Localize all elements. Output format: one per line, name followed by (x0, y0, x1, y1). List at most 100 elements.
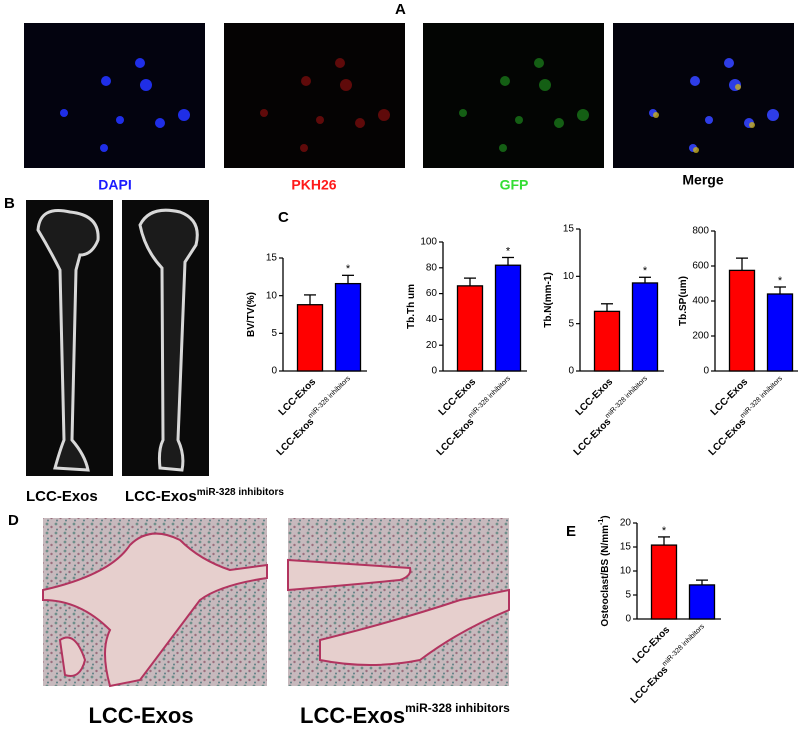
y-axis-label-text: BV/TV(%) (246, 292, 257, 337)
y-axis-label-text: Tb.N(mm-1) (543, 272, 554, 328)
x-tick-label-text: LCC-Exos (275, 416, 317, 458)
bar (631, 282, 659, 372)
y-tick-label: 20 (620, 518, 632, 529)
cell (60, 109, 68, 117)
caption: Merge (682, 172, 723, 188)
y-tick-label: 10 (266, 290, 278, 301)
cell (554, 118, 564, 128)
y-tick-label: 20 (426, 340, 438, 351)
panel-label: C (278, 209, 289, 226)
merge-image (613, 23, 794, 168)
caption: LCC-Exos (88, 703, 193, 728)
bar (494, 264, 522, 372)
cell (500, 76, 510, 86)
y-tick-label: 0 (625, 614, 631, 625)
cell (653, 112, 659, 118)
bar (456, 285, 484, 372)
cell (340, 79, 352, 91)
x-tick-label-text: LCC-Exos (435, 416, 477, 458)
y-axis-label-sup: -1 (598, 519, 605, 525)
y-axis-label-text: Osteoclast/BS (N/mm (600, 525, 611, 627)
cell (116, 116, 124, 124)
cell (577, 109, 589, 121)
fluorescence-images (24, 23, 794, 168)
y-axis-label-text: Tb.Th um (406, 284, 417, 329)
cell (539, 79, 551, 91)
cell (260, 109, 268, 117)
bar (296, 304, 324, 372)
y-tick-label: 800 (692, 226, 709, 237)
bar (334, 282, 362, 372)
cell (101, 76, 111, 86)
bar (650, 544, 678, 620)
y-tick-label: 5 (568, 318, 574, 329)
y-tick-label: 10 (563, 271, 575, 282)
x-tick-label-text: LCC-Exos (707, 416, 749, 458)
y-tick-label: 5 (271, 328, 277, 339)
cell (300, 144, 308, 152)
y-tick-label: 10 (620, 566, 632, 577)
panel-label: D (8, 512, 19, 529)
cell (693, 147, 699, 153)
y-tick-label: 0 (568, 366, 574, 377)
significance: * (662, 525, 667, 537)
caption-sup: miR-328 inhibitors (197, 487, 285, 498)
bar (593, 310, 621, 372)
gfp-image (423, 23, 604, 168)
cell (459, 109, 467, 117)
significance: * (346, 263, 351, 275)
y-axis-label: Tb.N(mm-1) (543, 272, 554, 328)
cell (355, 118, 365, 128)
cell (534, 58, 544, 68)
y-tick-label: 0 (703, 366, 709, 377)
caption: PKH26 (291, 177, 336, 193)
y-axis-label: Osteoclast/BS (N/mm-1) (598, 515, 611, 626)
x-tick-label-text: LCC-Exos (629, 664, 671, 706)
cell (724, 58, 734, 68)
dapi-image (24, 23, 205, 168)
y-tick-label: 600 (692, 261, 709, 272)
caption-text: LCC-Exos (125, 488, 197, 505)
panel-label: A (395, 1, 406, 18)
y-axis-label: Tb.Th um (406, 284, 417, 329)
y-axis-label-text: Tb.SP(um) (678, 276, 689, 326)
caption: DAPI (98, 177, 131, 193)
bar (766, 293, 794, 372)
cell (690, 76, 700, 86)
cell (301, 76, 311, 86)
cell (378, 109, 390, 121)
y-axis-label: BV/TV(%) (246, 292, 257, 337)
cell (735, 84, 741, 90)
cell (140, 79, 152, 91)
caption-text: LCC-Exos (300, 703, 405, 728)
cell (316, 116, 324, 124)
caption: LCC-Exos (26, 488, 98, 505)
y-tick-label: 400 (692, 296, 709, 307)
cell (767, 109, 779, 121)
cell (499, 144, 507, 152)
panel-label: E (566, 523, 576, 540)
panel-label: B (4, 195, 15, 212)
y-tick-label: 60 (426, 288, 438, 299)
y-tick-label: 0 (271, 366, 277, 377)
y-tick-label: 15 (266, 253, 278, 264)
y-tick-label: 100 (420, 237, 437, 248)
significance: * (506, 245, 511, 257)
y-tick-label: 15 (563, 224, 575, 235)
cell (178, 109, 190, 121)
bar (728, 269, 756, 372)
bar (688, 584, 716, 620)
significance: * (643, 265, 648, 277)
cell (515, 116, 523, 124)
pkh26-image (224, 23, 405, 168)
caption-sup: miR-328 inhibitors (405, 701, 510, 715)
cell (135, 58, 145, 68)
cell (100, 144, 108, 152)
caption: LCC-ExosmiR-328 inhibitors (300, 701, 510, 728)
histology-images (42, 518, 510, 688)
cell (335, 58, 345, 68)
y-tick-label: 200 (692, 331, 709, 342)
ct-images (26, 200, 209, 476)
y-tick-label: 80 (426, 262, 438, 273)
